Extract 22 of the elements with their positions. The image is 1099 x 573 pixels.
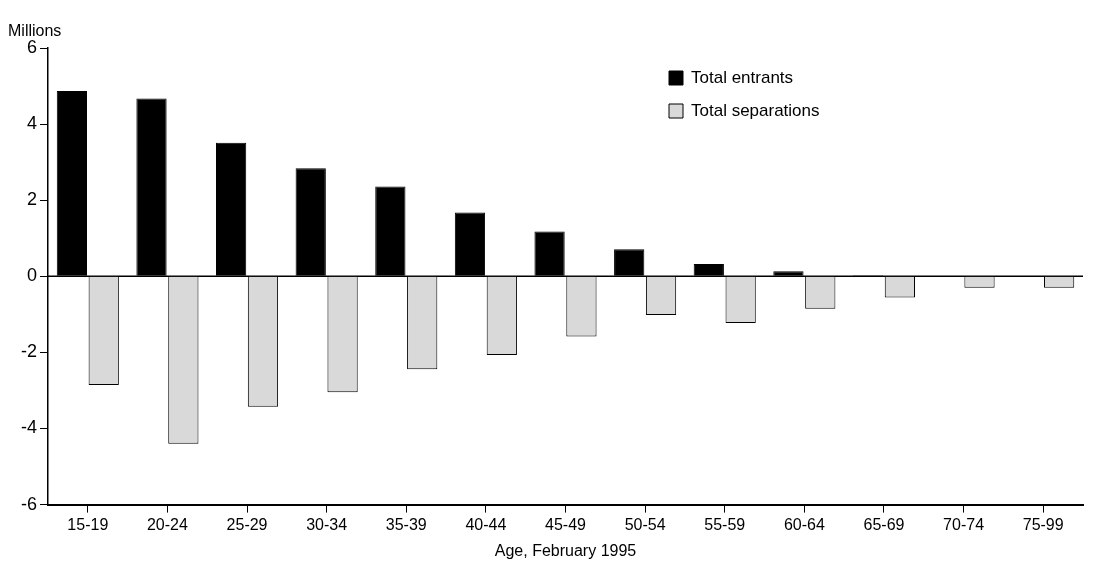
y-tick-label: -2 (20, 341, 37, 362)
x-axis-title: Age, February 1995 (494, 541, 637, 559)
x-tick-label: 55-59 (704, 515, 746, 533)
x-tick-label: 20-24 (146, 515, 188, 533)
x-tick-label: 45-49 (545, 515, 587, 533)
x-tick-label: 60-64 (783, 515, 825, 533)
x-tick-label: 30-34 (306, 515, 348, 533)
x-tick-label: 25-29 (226, 515, 268, 533)
x-tick-label: 15-19 (67, 515, 109, 533)
y-tick-label: 4 (26, 113, 37, 134)
y-tick-label: 0 (26, 265, 37, 286)
x-tick-label: 40-44 (465, 515, 507, 533)
x-tick-label: 70-74 (943, 515, 985, 533)
legend-label: Total separations (691, 100, 820, 120)
x-tick-label: 65-69 (863, 515, 905, 533)
x-tick-label: 35-39 (385, 515, 427, 533)
y-tick-label: -4 (20, 417, 37, 438)
y-tick-label: 2 (26, 189, 37, 210)
y-tick-label: -6 (20, 493, 37, 514)
legend-label: Total entrants (691, 67, 794, 87)
x-tick-label: 50-54 (624, 515, 666, 533)
x-tick-label: 75-99 (1022, 515, 1064, 533)
